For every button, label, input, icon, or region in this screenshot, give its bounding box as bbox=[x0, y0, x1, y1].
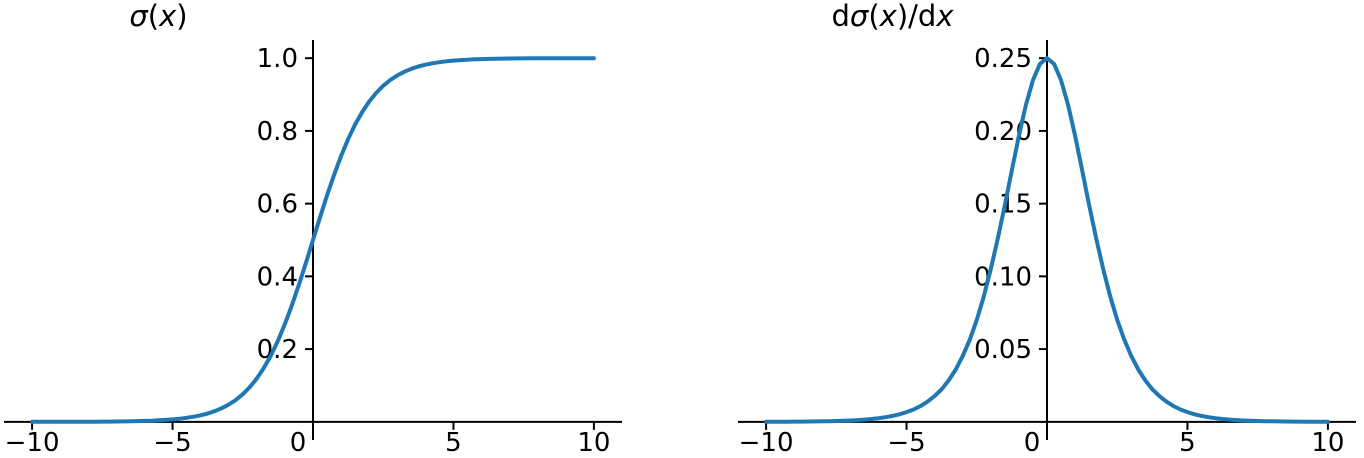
title-segment: ) bbox=[176, 0, 188, 33]
y-tick-label: 1.0 bbox=[257, 44, 298, 74]
title-segment: d bbox=[831, 0, 850, 33]
y-tick-label: 0.25 bbox=[974, 44, 1032, 74]
title-segment: σ bbox=[129, 0, 148, 33]
y-tick-label: 0.10 bbox=[974, 262, 1032, 292]
derivative-curve bbox=[764, 56, 1330, 424]
title-segment: ( bbox=[868, 0, 880, 33]
y-tick-label: 0.8 bbox=[257, 117, 298, 147]
sigmoid-curve bbox=[30, 56, 596, 424]
title-segment: x bbox=[159, 0, 177, 33]
title-segment: ( bbox=[147, 0, 160, 33]
x-tick-label: 10 bbox=[577, 428, 610, 458]
x-tick-label: 0 bbox=[290, 428, 307, 458]
title-segment: ) bbox=[896, 0, 909, 33]
x-tick-label: −5 bbox=[887, 428, 925, 458]
y-tick-label: 0.6 bbox=[257, 190, 298, 220]
x-tick-label: 10 bbox=[1311, 428, 1344, 458]
chart-title-sigmoid: σ(x) bbox=[129, 0, 188, 33]
title-segment: /d bbox=[908, 0, 937, 33]
y-tick-label: 0.4 bbox=[257, 262, 298, 292]
x-tick-label: −10 bbox=[5, 428, 60, 458]
x-tick-label: 0 bbox=[1024, 428, 1041, 458]
x-tick-label: −5 bbox=[153, 428, 191, 458]
title-segment: x bbox=[879, 0, 897, 33]
x-tick-label: 5 bbox=[445, 428, 462, 458]
chart-sigmoid-derivative: dσ(x)/dx −10 −5 0 5 10 0.05 0.10 0.15 0.20 0.25 bbox=[682, 0, 1364, 458]
plot-area-sigmoid: −10 −5 0 5 100.20.40.60.81.0 bbox=[4, 40, 622, 458]
chart-title-derivative: dσ(x)/dx bbox=[831, 0, 954, 33]
plot-area-derivative: −10 −5 0 5 100.050.100.150.200.25 bbox=[738, 40, 1356, 458]
title-segment: x bbox=[936, 0, 954, 33]
x-tick-label: 5 bbox=[1179, 428, 1196, 458]
title-segment: σ bbox=[849, 0, 869, 33]
x-tick-label: −10 bbox=[739, 428, 794, 458]
y-tick-label: 0.05 bbox=[974, 335, 1032, 365]
chart-sigmoid: σ(x) −10 −5 0 5 10 0.2 0.4 0.6 0.8 1.0 bbox=[4, 0, 622, 458]
